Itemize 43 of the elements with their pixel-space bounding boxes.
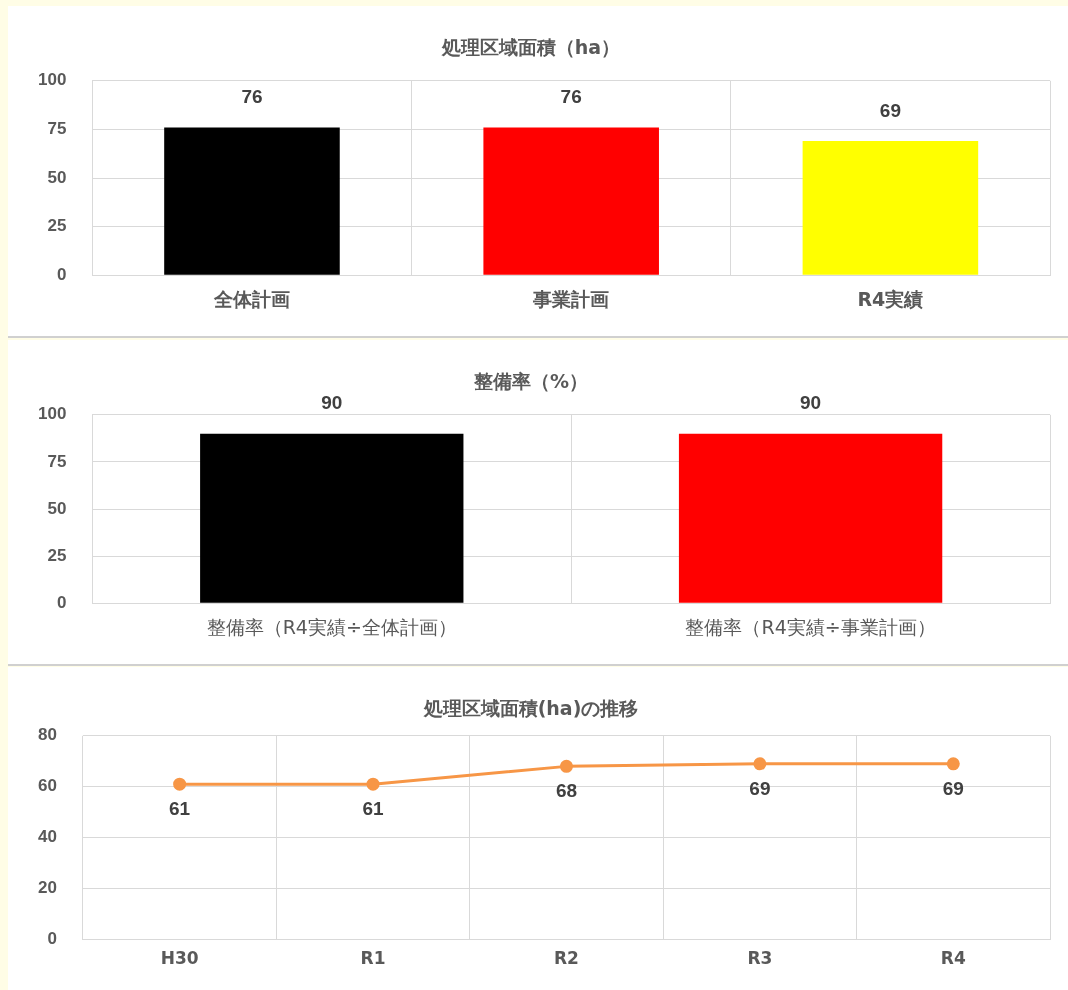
y-tick-label: 0 (56, 264, 67, 284)
data-label: 61 (169, 797, 191, 819)
y-tick-label: 75 (47, 451, 67, 471)
data-label: 69 (942, 777, 964, 799)
data-label: 69 (879, 99, 901, 121)
y-tick-label: 60 (37, 776, 57, 796)
point (946, 757, 960, 771)
data-label: 90 (321, 392, 343, 414)
x-tick-label: R4 (940, 948, 966, 969)
point (366, 777, 380, 791)
y-tick-label: 75 (47, 119, 67, 139)
y-tick-label: 0 (56, 592, 67, 612)
x-tick-label: R1 (360, 948, 386, 969)
y-tick-label: 50 (47, 167, 67, 187)
x-tick-label: 全体計画 (212, 287, 290, 310)
chart-title: 整備率（%） (472, 370, 589, 393)
x-tick-label: R4実績 (857, 287, 924, 310)
y-tick-label: 80 (37, 725, 57, 745)
x-tick-label: 整備率（R4実績÷全体計画） (206, 615, 457, 638)
data-label: 76 (560, 86, 582, 108)
y-tick-label: 50 (47, 498, 67, 518)
data-label: 61 (362, 797, 385, 819)
x-tick-label: R2 (553, 948, 579, 969)
x-tick-label: H30 (160, 948, 199, 969)
x-tick-label: 整備率（R4実績÷事業計画） (685, 615, 936, 638)
x-tick-label: R3 (747, 948, 773, 969)
data-label: 90 (800, 392, 822, 414)
chart-title: 処理区域面積（ha） (440, 36, 621, 59)
chart-title: 処理区域面積(ha)の推移 (422, 697, 639, 720)
y-tick-label: 0 (47, 929, 57, 949)
y-tick-label: 40 (37, 827, 57, 847)
data-label: 68 (555, 780, 578, 802)
y-tick-label: 20 (37, 878, 57, 898)
data-label: 69 (749, 777, 771, 799)
y-tick-label: 25 (47, 216, 67, 236)
y-tick-label: 100 (37, 70, 67, 90)
point (559, 759, 573, 773)
y-tick-label: 100 (37, 404, 67, 424)
point (753, 757, 767, 771)
y-tick-label: 25 (47, 545, 67, 565)
x-tick-label: 事業計画 (532, 287, 610, 310)
point (173, 777, 187, 791)
data-label: 76 (241, 86, 263, 108)
